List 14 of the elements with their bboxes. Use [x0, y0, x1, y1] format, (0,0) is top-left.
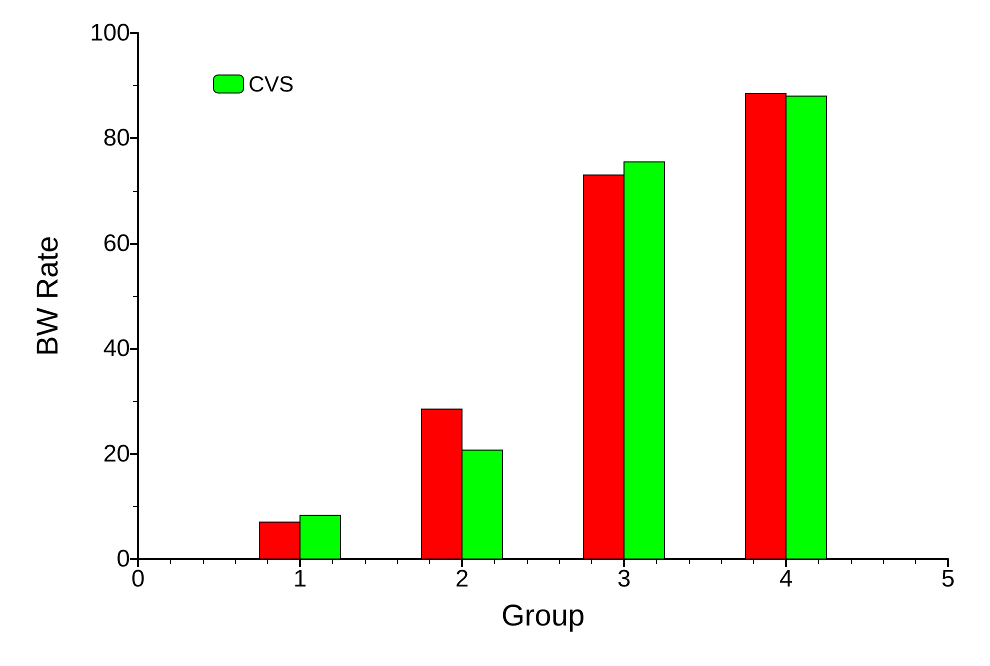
y-axis-title: BW Rate — [32, 236, 64, 356]
x-tick-label: 2 — [455, 566, 469, 592]
y-tick-label: 40 — [103, 335, 130, 362]
legend-label: CVS — [248, 72, 294, 96]
x-tick-label: 1 — [293, 566, 307, 592]
x-tick-label: 3 — [617, 566, 631, 592]
y-tick-label: 60 — [103, 230, 130, 257]
y-tick-label: 100 — [90, 20, 130, 46]
x-axis-title: Group — [501, 600, 585, 632]
y-tick-label: 0 — [116, 546, 130, 572]
y-tick-label: 80 — [103, 124, 130, 152]
x-tick-label: 5 — [941, 566, 955, 592]
y-tick-label: 20 — [103, 440, 130, 468]
x-tick-label: 4 — [779, 566, 793, 592]
